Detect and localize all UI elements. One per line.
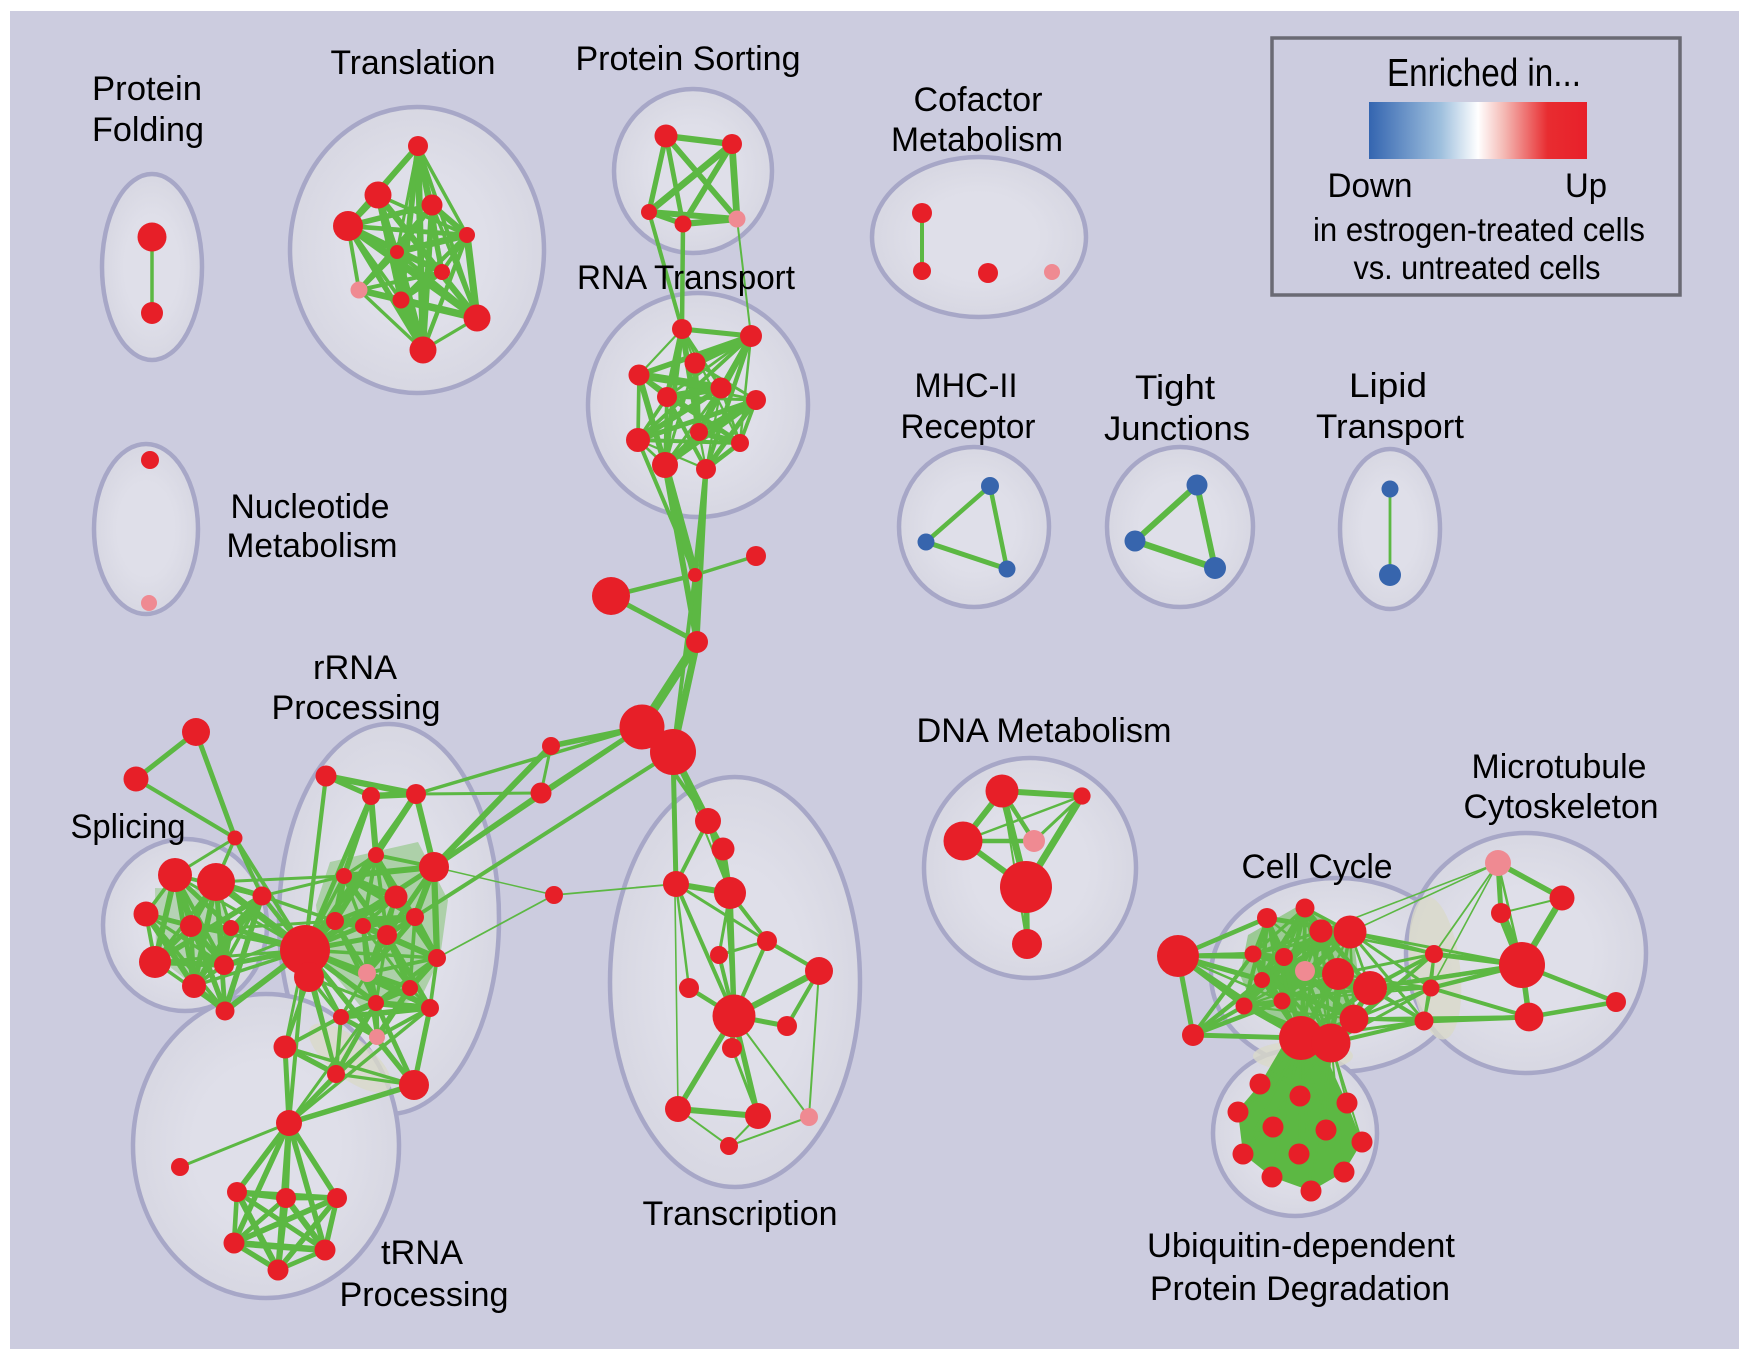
- svg-text:Receptor: Receptor: [901, 408, 1036, 446]
- svg-text:Nucleotide: Nucleotide: [231, 488, 390, 526]
- svg-text:Up: Up: [1565, 167, 1607, 205]
- svg-text:Protein Degradation: Protein Degradation: [1150, 1270, 1450, 1308]
- svg-text:Enriched in...: Enriched in...: [1387, 52, 1581, 95]
- svg-text:tRNA: tRNA: [381, 1234, 463, 1272]
- svg-text:Transport: Transport: [1316, 408, 1464, 446]
- svg-text:Splicing: Splicing: [71, 808, 186, 846]
- svg-text:DNA Metabolism: DNA Metabolism: [917, 712, 1172, 750]
- svg-text:Ubiquitin-dependent: Ubiquitin-dependent: [1147, 1227, 1455, 1265]
- svg-text:Metabolism: Metabolism: [227, 527, 398, 565]
- svg-text:MHC-II: MHC-II: [915, 367, 1018, 405]
- svg-text:Microtubule: Microtubule: [1472, 748, 1647, 786]
- svg-text:Protein: Protein: [92, 70, 202, 108]
- svg-text:Folding: Folding: [92, 111, 204, 149]
- svg-text:vs. untreated cells: vs. untreated cells: [1354, 249, 1601, 286]
- svg-text:Junctions: Junctions: [1104, 410, 1250, 448]
- svg-text:Metabolism: Metabolism: [891, 121, 1063, 159]
- svg-text:Down: Down: [1328, 167, 1413, 205]
- svg-text:in estrogen-treated cells: in estrogen-treated cells: [1313, 211, 1645, 248]
- svg-text:Cell Cycle: Cell Cycle: [1242, 848, 1393, 886]
- svg-text:Processing: Processing: [340, 1276, 509, 1314]
- svg-text:Cofactor: Cofactor: [914, 81, 1043, 119]
- svg-text:Lipid: Lipid: [1349, 367, 1427, 405]
- svg-text:RNA Transport: RNA Transport: [577, 259, 795, 297]
- svg-text:Tight: Tight: [1135, 369, 1215, 407]
- svg-text:Processing: Processing: [272, 689, 441, 727]
- svg-text:rRNA: rRNA: [313, 649, 397, 687]
- svg-text:Cytoskeleton: Cytoskeleton: [1464, 788, 1659, 826]
- svg-text:Transcription: Transcription: [643, 1195, 838, 1233]
- svg-text:Translation: Translation: [331, 44, 496, 82]
- svg-text:Protein Sorting: Protein Sorting: [576, 40, 801, 78]
